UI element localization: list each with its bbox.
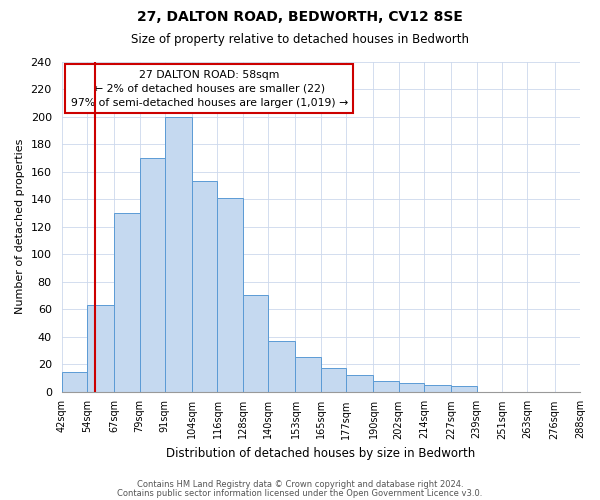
Bar bbox=[87, 305, 114, 392]
Bar bbox=[451, 386, 477, 392]
Bar bbox=[346, 375, 373, 392]
Bar bbox=[399, 384, 424, 392]
Text: 27 DALTON ROAD: 58sqm
← 2% of detached houses are smaller (22)
97% of semi-detac: 27 DALTON ROAD: 58sqm ← 2% of detached h… bbox=[71, 70, 348, 108]
Y-axis label: Number of detached properties: Number of detached properties bbox=[15, 139, 25, 314]
Bar bbox=[140, 158, 165, 392]
Bar bbox=[165, 116, 192, 392]
Bar bbox=[373, 380, 399, 392]
Bar bbox=[424, 384, 451, 392]
Bar bbox=[114, 213, 140, 392]
Text: Contains HM Land Registry data © Crown copyright and database right 2024.: Contains HM Land Registry data © Crown c… bbox=[137, 480, 463, 489]
Text: Size of property relative to detached houses in Bedworth: Size of property relative to detached ho… bbox=[131, 32, 469, 46]
Bar bbox=[192, 181, 217, 392]
Text: 27, DALTON ROAD, BEDWORTH, CV12 8SE: 27, DALTON ROAD, BEDWORTH, CV12 8SE bbox=[137, 10, 463, 24]
Bar bbox=[295, 357, 321, 392]
X-axis label: Distribution of detached houses by size in Bedworth: Distribution of detached houses by size … bbox=[166, 447, 475, 460]
Bar bbox=[321, 368, 346, 392]
Bar bbox=[217, 198, 243, 392]
Bar bbox=[268, 340, 295, 392]
Bar bbox=[62, 372, 87, 392]
Bar bbox=[243, 296, 268, 392]
Text: Contains public sector information licensed under the Open Government Licence v3: Contains public sector information licen… bbox=[118, 488, 482, 498]
